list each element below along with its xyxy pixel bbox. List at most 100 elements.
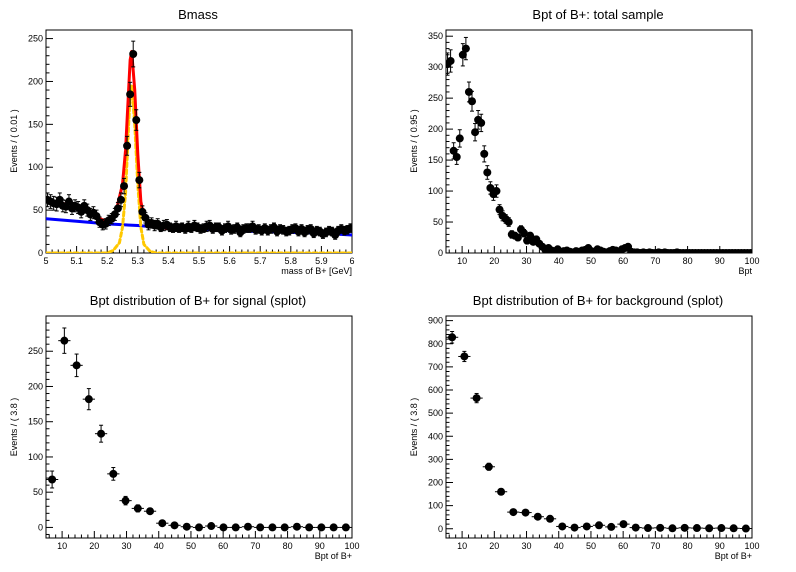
marker [135, 176, 144, 185]
x-axis-label: Bpt of B+ [315, 551, 352, 561]
data-point [690, 524, 704, 533]
marker [533, 512, 542, 521]
marker [513, 233, 522, 242]
marker [458, 50, 467, 59]
chart-title: Bmass [178, 7, 218, 22]
x-tick-label: 50 [586, 256, 596, 266]
y-tick-label: 700 [428, 362, 443, 372]
marker [471, 128, 480, 137]
data-point [94, 424, 108, 443]
x-tick-label: 20 [489, 541, 499, 551]
x-tick-label: 30 [522, 541, 532, 551]
data-point [507, 508, 520, 517]
marker [449, 146, 458, 155]
marker [607, 522, 616, 531]
x-tick-label: 50 [186, 541, 196, 551]
marker [126, 90, 135, 99]
x-tick-label: 60 [618, 541, 628, 551]
data-point [192, 523, 206, 532]
x-tick-label: 40 [154, 541, 164, 551]
marker [84, 395, 93, 404]
data-point [727, 524, 740, 533]
x-tick-label: 80 [683, 541, 693, 551]
data-point [470, 392, 483, 404]
data-point [715, 524, 728, 533]
marker [110, 210, 119, 219]
marker [60, 336, 69, 345]
data-point [241, 522, 255, 531]
marker [497, 487, 506, 496]
chart-title: Bpt distribution of B+ for signal (splot… [90, 293, 306, 308]
chart-panel-4: Bpt distribution of B+ for background (s… [409, 293, 760, 561]
marker [461, 44, 470, 53]
x-tick-label: 90 [715, 256, 725, 266]
data-point [126, 81, 135, 107]
y-tick-label: 150 [428, 155, 443, 165]
y-tick-label: 0 [38, 248, 43, 258]
data-point [482, 462, 495, 471]
y-tick-label: 150 [28, 119, 43, 129]
data-point [46, 470, 59, 489]
x-tick-label: 30 [122, 541, 132, 551]
marker [717, 524, 726, 533]
y-tick-label: 0 [38, 522, 43, 532]
data-point [654, 523, 667, 532]
marker [292, 522, 301, 531]
data-point [119, 495, 132, 506]
data-point [629, 523, 642, 532]
marker [705, 524, 714, 533]
x-tick-label: 10 [457, 541, 467, 551]
marker [48, 475, 57, 484]
data-point [82, 388, 95, 411]
data-point [520, 228, 529, 238]
plot-frame [445, 29, 753, 254]
data-point [346, 223, 352, 233]
marker [477, 118, 486, 127]
y-axis-label: Events / ( 3.8 ) [409, 398, 419, 457]
y-axis-label: Events / ( 3.8 ) [9, 398, 19, 457]
marker [305, 523, 314, 532]
x-tick-label: 60 [218, 541, 228, 551]
marker [546, 514, 555, 523]
y-tick-label: 100 [28, 452, 43, 462]
data-point [254, 523, 267, 532]
x-tick-label: 100 [344, 541, 359, 551]
x-tick-label: 100 [744, 256, 759, 266]
data-point [605, 522, 618, 531]
marker [472, 394, 481, 403]
marker [526, 231, 535, 240]
data-point [116, 192, 125, 208]
x-tick-label: 5.6 [223, 256, 236, 266]
data-point [471, 123, 480, 142]
data-point [205, 522, 218, 531]
marker [570, 523, 579, 532]
data-point [70, 353, 83, 378]
data-point [492, 184, 501, 198]
marker [680, 523, 689, 532]
x-tick-label: 80 [283, 541, 293, 551]
x-tick-label: 5.9 [315, 256, 328, 266]
marker [492, 187, 501, 196]
marker [268, 523, 277, 532]
data-point [327, 523, 340, 532]
plot-frame [45, 29, 353, 254]
x-tick-label: 10 [457, 256, 467, 266]
marker [520, 229, 529, 238]
x-tick-label: 70 [250, 541, 260, 551]
plot-area [446, 330, 752, 533]
marker [195, 523, 203, 532]
y-tick-label: 50 [33, 487, 43, 497]
marker [521, 508, 530, 517]
marker [595, 521, 603, 530]
marker [231, 523, 240, 532]
y-tick-label: 300 [428, 454, 443, 464]
data-point [446, 330, 459, 344]
marker [643, 524, 652, 533]
marker [495, 205, 504, 214]
marker [121, 496, 130, 505]
chart-panel-1: Bmass 5 5.1 5.2 5.3 5.4 5.5 5.6 5.7 5.8 5.9 6 0 50 100… [9, 7, 355, 276]
marker [341, 523, 350, 532]
y-tick-label: 250 [428, 93, 443, 103]
data-point [138, 205, 147, 219]
y-tick-label: 50 [33, 205, 43, 215]
